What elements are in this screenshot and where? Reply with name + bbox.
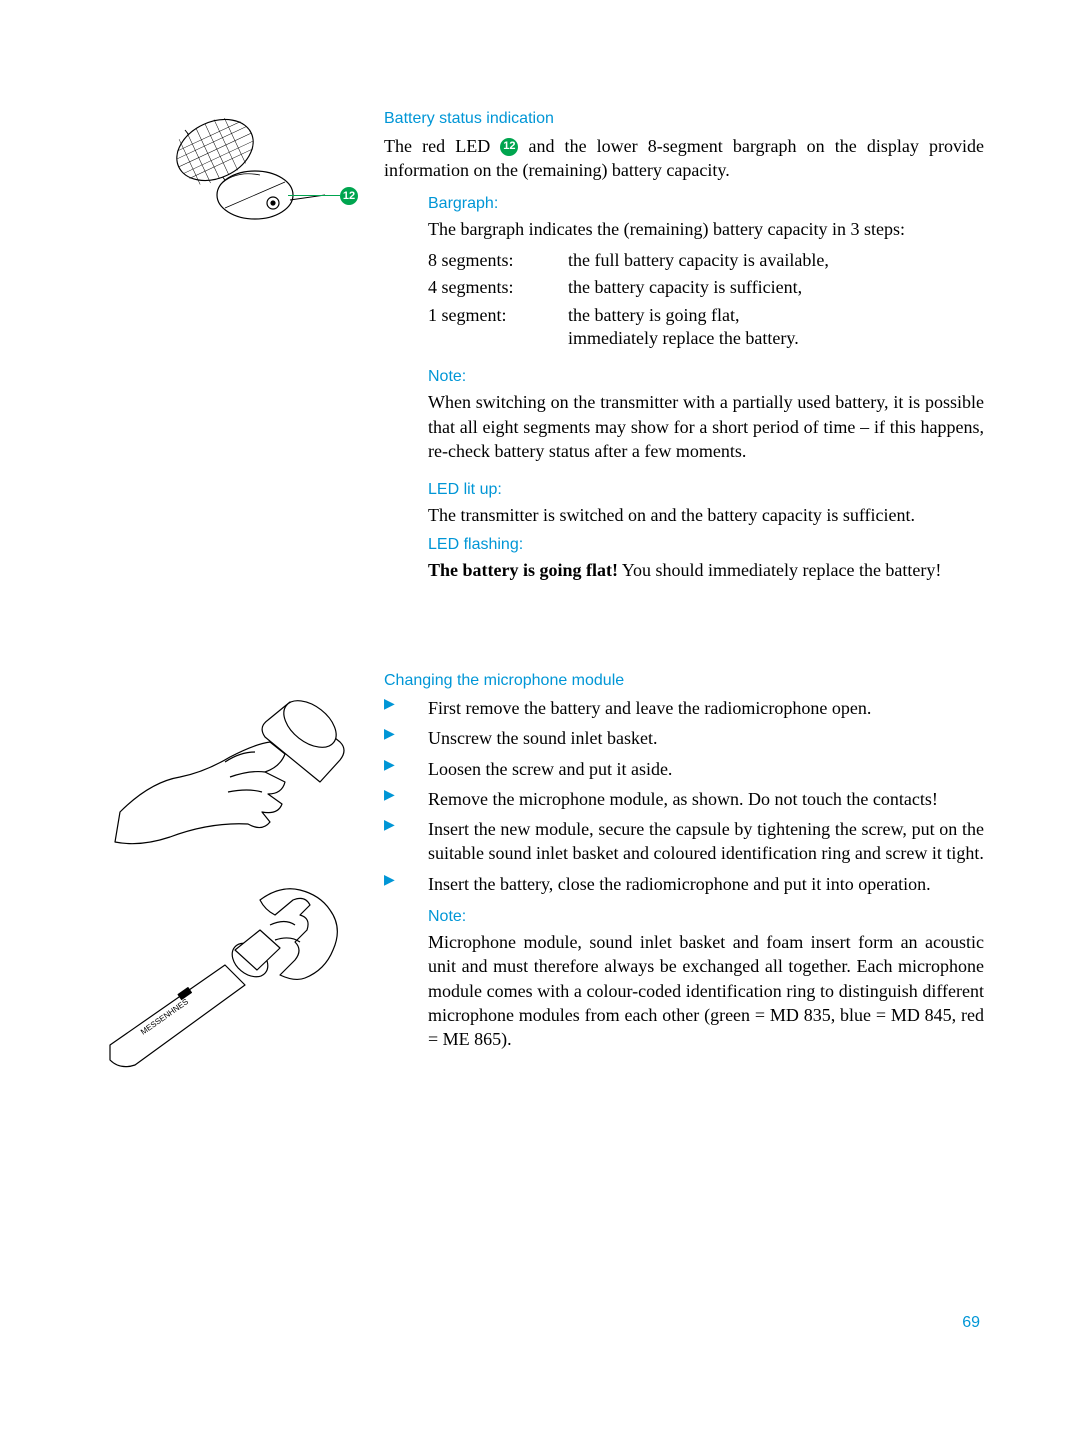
heading-led-flash: LED flashing: [428, 536, 984, 554]
bullet-marker-icon: ▶ [384, 787, 428, 811]
note-body-1: When switching on the transmitter with a… [428, 390, 984, 463]
seg-label: 8 segments: [428, 249, 568, 272]
seg-row-8: 8 segments: the full battery capacity is… [428, 249, 984, 272]
seg-desc: the battery is going flat, immediately r… [568, 304, 984, 351]
bullet-marker-icon: ▶ [384, 696, 428, 720]
bullet-row: ▶ Insert the battery, close the radiomic… [384, 872, 984, 896]
heading-battery-status: Battery status indication [384, 110, 984, 128]
section-changing-module: Changing the microphone module ▶ First r… [384, 672, 984, 1060]
led-flash-bold: The battery is going flat! [428, 560, 618, 580]
bullet-text: First remove the battery and leave the r… [428, 696, 984, 720]
heading-note-2: Note: [428, 908, 984, 926]
bullet-marker-icon: ▶ [384, 817, 428, 866]
bullet-marker-icon: ▶ [384, 726, 428, 750]
intro-text: The red LED 12 and the lower 8-segment b… [384, 134, 984, 183]
led-flash-rest: You should immediately replace the batte… [618, 560, 941, 580]
heading-bargraph: Bargraph: [428, 195, 984, 213]
seg-row-1: 1 segment: the battery is going flat, im… [428, 304, 984, 351]
bullet-row: ▶ Unscrew the sound inlet basket. [384, 726, 984, 750]
bullet-text: Insert the battery, close the radiomicro… [428, 872, 984, 896]
bullet-text: Remove the microphone module, as shown. … [428, 787, 984, 811]
bullet-marker-icon: ▶ [384, 872, 428, 896]
page: 12 MESSENHNES [0, 0, 1080, 1437]
bullet-row: ▶ Loosen the screw and put it aside. [384, 757, 984, 781]
heading-changing-module: Changing the microphone module [384, 672, 984, 690]
bullet-text: Insert the new module, secure the capsul… [428, 817, 984, 866]
bargraph-block: Bargraph: The bargraph indicates the (re… [428, 195, 984, 582]
heading-led-lit: LED lit up: [428, 481, 984, 499]
bullet-marker-icon: ▶ [384, 757, 428, 781]
led-flash-body: The battery is going flat! You should im… [428, 558, 984, 582]
bargraph-intro: The bargraph indicates the (remaining) b… [428, 217, 984, 241]
seg-row-4: 4 segments: the battery capacity is suff… [428, 276, 984, 299]
callout-line [288, 195, 340, 196]
bullet-row: ▶ Insert the new module, secure the caps… [384, 817, 984, 866]
note-block-2: Note: Microphone module, sound inlet bas… [428, 908, 984, 1051]
section-battery-status: Battery status indication The red LED 12… [384, 110, 984, 590]
bullet-row: ▶ Remove the microphone module, as shown… [384, 787, 984, 811]
seg-desc: the full battery capacity is available, [568, 249, 984, 272]
seg-label: 1 segment: [428, 304, 568, 351]
bullet-text: Unscrew the sound inlet basket. [428, 726, 984, 750]
callout-badge-12: 12 [340, 187, 358, 205]
bullet-row: ▶ First remove the battery and leave the… [384, 696, 984, 720]
inline-badge-12: 12 [500, 138, 518, 156]
illustration-mic-head [125, 100, 325, 250]
led-lit-body: The transmitter is switched on and the b… [428, 503, 984, 527]
heading-note-1: Note: [428, 368, 984, 386]
note-body-2: Microphone module, sound inlet basket an… [428, 930, 984, 1051]
illustration-hand-module: MESSENHNES [95, 870, 375, 1070]
intro-before: The red LED [384, 136, 500, 156]
illustration-hand-unscrew [110, 682, 370, 862]
page-number: 69 [962, 1314, 980, 1332]
seg-label: 4 segments: [428, 276, 568, 299]
seg-desc: the battery capacity is sufficient, [568, 276, 984, 299]
bullet-text: Loosen the screw and put it aside. [428, 757, 984, 781]
